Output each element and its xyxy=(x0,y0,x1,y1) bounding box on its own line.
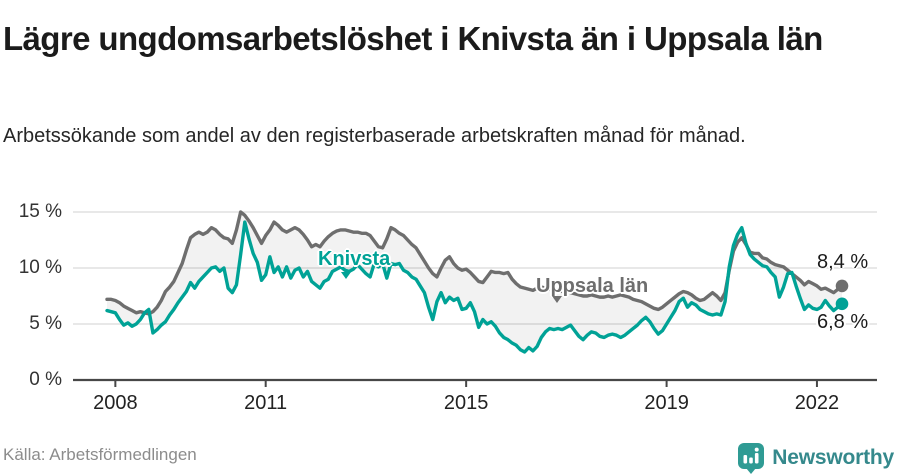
newsworthy-logo: Newsworthy xyxy=(737,442,894,474)
page-subtitle: Arbetssökande som andel av den registerb… xyxy=(3,125,746,147)
x-tick-label: 2019 xyxy=(644,392,689,414)
uppsala-pointer-icon xyxy=(552,296,562,303)
x-tick-label: 2022 xyxy=(794,392,840,414)
y-tick-label: 15 % xyxy=(18,201,62,222)
x-tick-label: 2008 xyxy=(93,392,138,414)
series-line-knivsta xyxy=(105,220,844,354)
y-tick-label: 10 % xyxy=(18,257,62,278)
series-line-uppsala xyxy=(105,210,844,316)
end-dot-uppsala xyxy=(835,279,849,293)
series-label-uppsala: Uppsala län xyxy=(536,275,649,297)
end-value-knivsta: 6,8 % xyxy=(817,311,869,333)
knivsta-pointer-icon xyxy=(341,272,351,279)
newsworthy-wordmark: Newsworthy xyxy=(772,446,894,469)
series-label-knivsta: Knivsta xyxy=(318,248,391,270)
newsworthy-icon xyxy=(738,443,765,474)
page-title: Lägre ungdomsarbetslöshet i Knivsta än i… xyxy=(3,20,823,58)
end-dot-knivsta xyxy=(835,297,849,311)
source-note: Källa: Arbetsförmedlingen xyxy=(3,445,197,464)
x-tick-label: 2011 xyxy=(244,392,288,414)
series-band xyxy=(107,212,842,352)
x-tick-label: 2015 xyxy=(443,392,489,414)
end-value-uppsala: 8,4 % xyxy=(817,251,869,273)
y-tick-label: 0 % xyxy=(29,369,62,390)
y-tick-label: 5 % xyxy=(29,313,62,334)
